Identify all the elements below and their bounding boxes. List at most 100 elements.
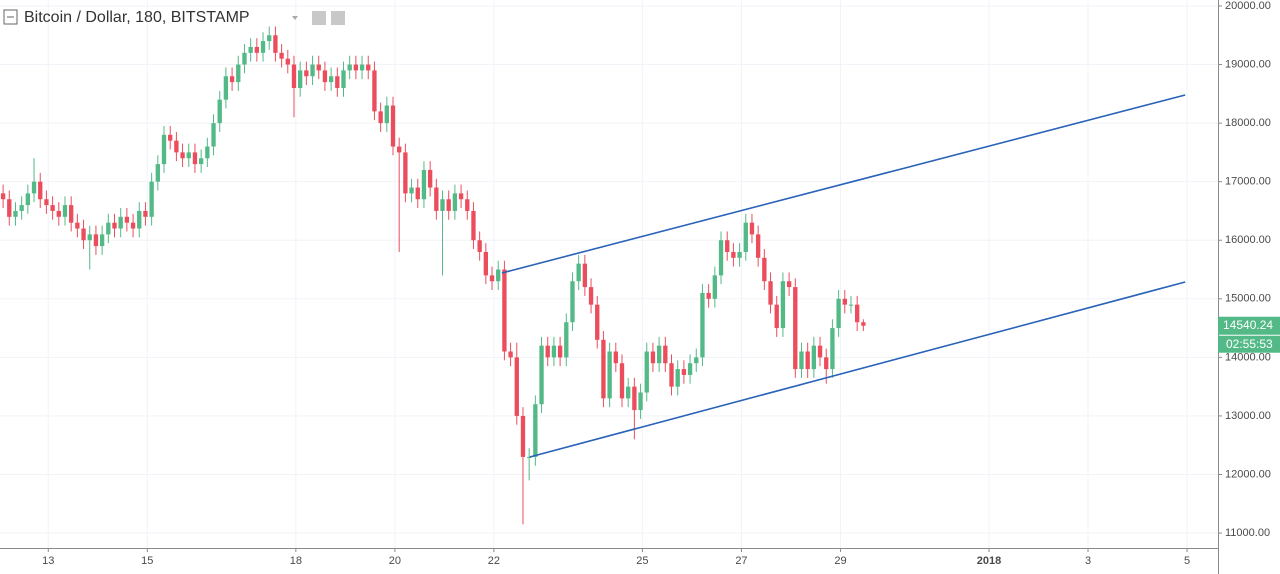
candle-body: [576, 263, 581, 282]
candle-body: [811, 345, 817, 370]
candle-body: [446, 199, 451, 211]
candle-body: [780, 281, 786, 329]
candle-body: [644, 351, 649, 393]
candle-body: [706, 292, 711, 299]
candle-body: [254, 46, 260, 53]
candle-body: [452, 193, 458, 211]
candles: [0, 26, 1186, 525]
candle-body: [198, 158, 204, 165]
candle-body: [310, 64, 315, 77]
candle-body: [440, 199, 445, 211]
candle-body: [768, 281, 773, 305]
candle-body: [242, 52, 247, 65]
candle-body: [489, 275, 495, 282]
candle-body: [508, 351, 513, 358]
candle-body: [205, 146, 210, 159]
candle-body: [725, 240, 730, 252]
candle-body: [93, 234, 99, 247]
candle-body: [273, 35, 278, 53]
candle-body: [607, 351, 612, 399]
countdown-tag: [1218, 335, 1280, 353]
candle-body: [149, 181, 154, 217]
candle-body: [663, 345, 668, 364]
candle-body: [458, 193, 464, 200]
candle-body: [25, 193, 31, 206]
candle-body: [434, 187, 439, 211]
candle-body: [403, 152, 408, 194]
candle-body: [749, 222, 755, 235]
candle-body: [830, 328, 835, 370]
candle-body: [106, 222, 111, 235]
x-tick-label: 15: [141, 555, 153, 567]
candle-body: [378, 111, 383, 124]
candle-body: [626, 386, 631, 399]
candle-body: [44, 199, 49, 206]
candle-body: [595, 304, 600, 340]
y-tick-label: 18000.00: [1225, 117, 1271, 129]
trend-line: [501, 94, 1186, 274]
candle-body: [632, 386, 637, 411]
candle-body: [390, 105, 396, 147]
x-tick-label: 25: [636, 555, 648, 567]
x-tick-label: 5: [1184, 555, 1190, 567]
candle-body: [409, 187, 414, 194]
candle-body: [75, 222, 80, 229]
y-tick-label: 16000.00: [1225, 234, 1271, 246]
dropdown-arrow[interactable]: [292, 16, 298, 20]
x-tick-label: 2018: [977, 555, 1001, 567]
y-tick-label: 15000.00: [1225, 293, 1271, 305]
eye-icon[interactable]: [312, 11, 326, 25]
candle-body: [619, 363, 625, 399]
candle-body: [805, 351, 810, 370]
candle-body: [81, 228, 86, 241]
candle-body: [87, 234, 92, 241]
candle-body: [861, 322, 866, 326]
candle-body: [112, 222, 117, 229]
candle-body: [161, 134, 167, 165]
candle-body: [848, 304, 854, 306]
candle-body: [372, 70, 377, 112]
candle-body: [291, 64, 297, 88]
candle-body: [56, 210, 61, 217]
y-tick-label: 17000.00: [1225, 176, 1271, 188]
y-tick-label: 11000.00: [1225, 527, 1270, 539]
candle-body: [477, 240, 482, 252]
candle-body: [712, 275, 717, 299]
candle-body: [99, 234, 105, 247]
candle-body: [514, 357, 519, 416]
price-tag-label: 14540.24: [1223, 318, 1273, 332]
candle-body: [718, 240, 724, 276]
candle-body: [217, 99, 222, 124]
candle-body: [285, 58, 290, 65]
price-tag: [1218, 316, 1280, 335]
candle-body: [223, 76, 229, 100]
candle-body: [7, 199, 12, 217]
candle-body: [353, 64, 359, 71]
candle-body: [638, 392, 643, 411]
candle-body: [304, 70, 309, 77]
candle-body: [415, 187, 420, 200]
candle-body: [316, 64, 321, 71]
candle-body: [236, 64, 241, 83]
candle-body: [855, 304, 860, 323]
candle-body: [762, 257, 767, 282]
candle-body: [793, 287, 798, 370]
settings-icon[interactable]: [331, 11, 345, 25]
candle-body: [335, 76, 340, 88]
candle-body: [601, 339, 606, 399]
candle-body: [737, 251, 742, 258]
candle-body: [260, 41, 266, 53]
trend-line: [529, 281, 1186, 458]
chart-title: Bitcoin / Dollar, 180, BITSTAMP: [24, 9, 250, 26]
candle-body: [341, 70, 346, 88]
candle-body: [526, 456, 532, 458]
candle-body: [328, 76, 334, 83]
candle-body: [669, 363, 674, 387]
candle-body: [174, 140, 179, 153]
candle-body: [130, 222, 136, 229]
candle-body: [799, 351, 804, 370]
candle-body: [180, 152, 185, 159]
candle-body: [229, 76, 235, 83]
